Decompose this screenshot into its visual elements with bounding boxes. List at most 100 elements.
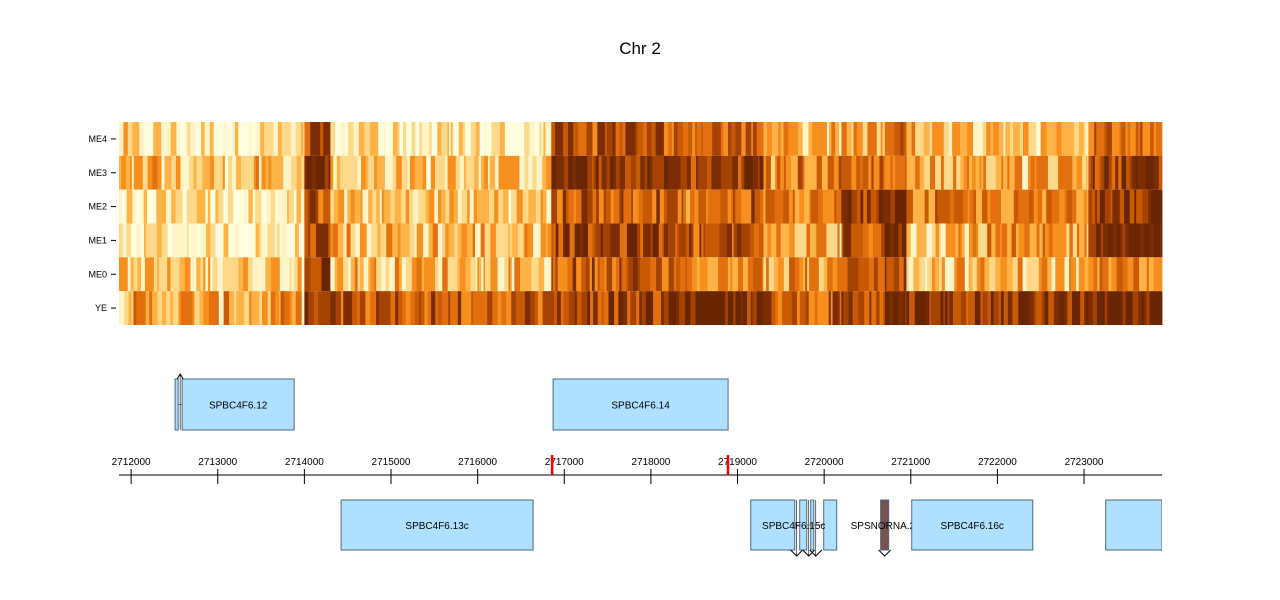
heatmap-cell	[1156, 122, 1163, 156]
heatmap-cell	[726, 155, 731, 190]
heatmap-cell	[295, 223, 300, 258]
heatmap-cell	[129, 155, 133, 190]
heatmap-cell	[939, 223, 942, 258]
heatmap-cell	[1140, 122, 1143, 156]
heatmap-cell	[340, 122, 346, 156]
heatmap-cell	[599, 257, 605, 292]
heatmap-cell	[1026, 257, 1031, 292]
heatmap-cell	[335, 291, 339, 325]
heatmap-cell	[261, 155, 266, 190]
heatmap-cell	[315, 223, 321, 258]
heatmap-cell	[181, 223, 188, 258]
heatmap-cell	[1096, 122, 1100, 156]
heatmap-cell	[856, 122, 864, 156]
heatmap-cell	[1003, 257, 1008, 292]
heatmap-cell	[1003, 122, 1006, 156]
heatmap-cell	[1024, 223, 1031, 258]
heatmap-cell	[133, 291, 137, 325]
heatmap-cell	[868, 155, 872, 190]
heatmap-cell	[868, 257, 875, 292]
heatmap-cell	[852, 257, 859, 292]
heatmap-cell	[1096, 189, 1101, 224]
heatmap-cell	[733, 189, 736, 224]
heatmap-cell	[681, 189, 684, 224]
heatmap-cell	[401, 155, 408, 190]
heatmap-cell	[828, 291, 832, 325]
heatmap-cell	[985, 155, 991, 190]
heatmap-cell	[390, 291, 396, 325]
heatmap-cell	[800, 122, 804, 156]
heatmap-cell	[821, 155, 826, 190]
heatmap-cell	[860, 155, 864, 190]
heatmap-cell	[763, 189, 764, 224]
heatmap-cell	[192, 189, 195, 224]
heatmap-cell	[1013, 189, 1019, 224]
heatmap-cell	[1003, 291, 1009, 325]
heatmap-cell	[1000, 223, 1003, 258]
heatmap-cell	[364, 122, 371, 156]
heatmap-cell	[1058, 189, 1063, 224]
heatmap-cell	[405, 291, 411, 325]
heatmap-cell	[498, 155, 505, 190]
heatmap-cell	[751, 189, 756, 224]
heatmap-cell	[943, 291, 946, 325]
heatmap-cell	[683, 257, 686, 292]
heatmap-cell	[777, 291, 783, 325]
heatmap-cell	[689, 189, 696, 224]
heatmap-cell	[483, 189, 490, 224]
heatmap-cell	[483, 257, 486, 292]
heatmap-cell	[1095, 189, 1098, 224]
heatmap-cell	[179, 122, 186, 156]
heatmap-cell	[273, 155, 280, 190]
heatmap-cell	[741, 223, 748, 258]
heatmap-cell	[565, 189, 569, 224]
heatmap-cell	[284, 291, 291, 325]
heatmap-cell	[251, 122, 256, 156]
heatmap-cell	[217, 257, 224, 292]
heatmap-cell	[956, 189, 962, 224]
heatmap-cell	[1098, 155, 1102, 190]
heatmap-cell	[1100, 223, 1104, 258]
heatmap-cell	[915, 155, 921, 190]
heatmap-cell	[860, 189, 864, 224]
heatmap-cell	[271, 257, 277, 292]
heatmap-cell	[194, 291, 200, 325]
heatmap-cell	[289, 122, 292, 156]
heatmap-cell	[673, 257, 677, 292]
heatmap-cell	[712, 189, 718, 224]
heatmap-cell	[390, 189, 396, 224]
heatmap-cell	[864, 291, 870, 325]
heatmap-cell	[1061, 223, 1067, 258]
heatmap-cell	[736, 223, 742, 258]
heatmap-cell	[722, 257, 729, 292]
heatmap-cell	[304, 122, 311, 156]
heatmap-cell	[1135, 155, 1139, 190]
heatmap-cell	[478, 155, 482, 190]
heatmap-cell	[777, 257, 785, 292]
gene-label: SPSNORNA.26	[851, 521, 921, 532]
heatmap-cell	[270, 291, 276, 325]
heatmap-cell	[139, 122, 145, 156]
heatmap-cell	[825, 155, 829, 190]
heatmap-cell	[973, 291, 976, 325]
heatmap-cell	[424, 257, 429, 292]
heatmap-cell	[906, 223, 909, 258]
heatmap-cell	[434, 155, 440, 190]
heatmap-cell	[199, 291, 204, 325]
heatmap-cell	[365, 291, 371, 325]
heatmap-cell	[390, 155, 393, 190]
heatmap-cell	[879, 155, 884, 190]
heatmap-cell	[162, 257, 168, 292]
heatmap-cell	[759, 155, 764, 190]
heatmap-cell	[148, 257, 155, 292]
heatmap-cell	[1122, 223, 1126, 258]
heatmap-cell	[1077, 189, 1085, 224]
heatmap-cell	[143, 189, 148, 224]
heatmap-cell	[1018, 223, 1025, 258]
heatmap-cell	[587, 155, 593, 190]
heatmap-cell	[765, 155, 772, 190]
heatmap-cell	[1033, 291, 1037, 325]
heatmap-cell	[458, 122, 464, 156]
heatmap-cell	[902, 155, 907, 190]
heatmap-cell	[1055, 257, 1058, 292]
